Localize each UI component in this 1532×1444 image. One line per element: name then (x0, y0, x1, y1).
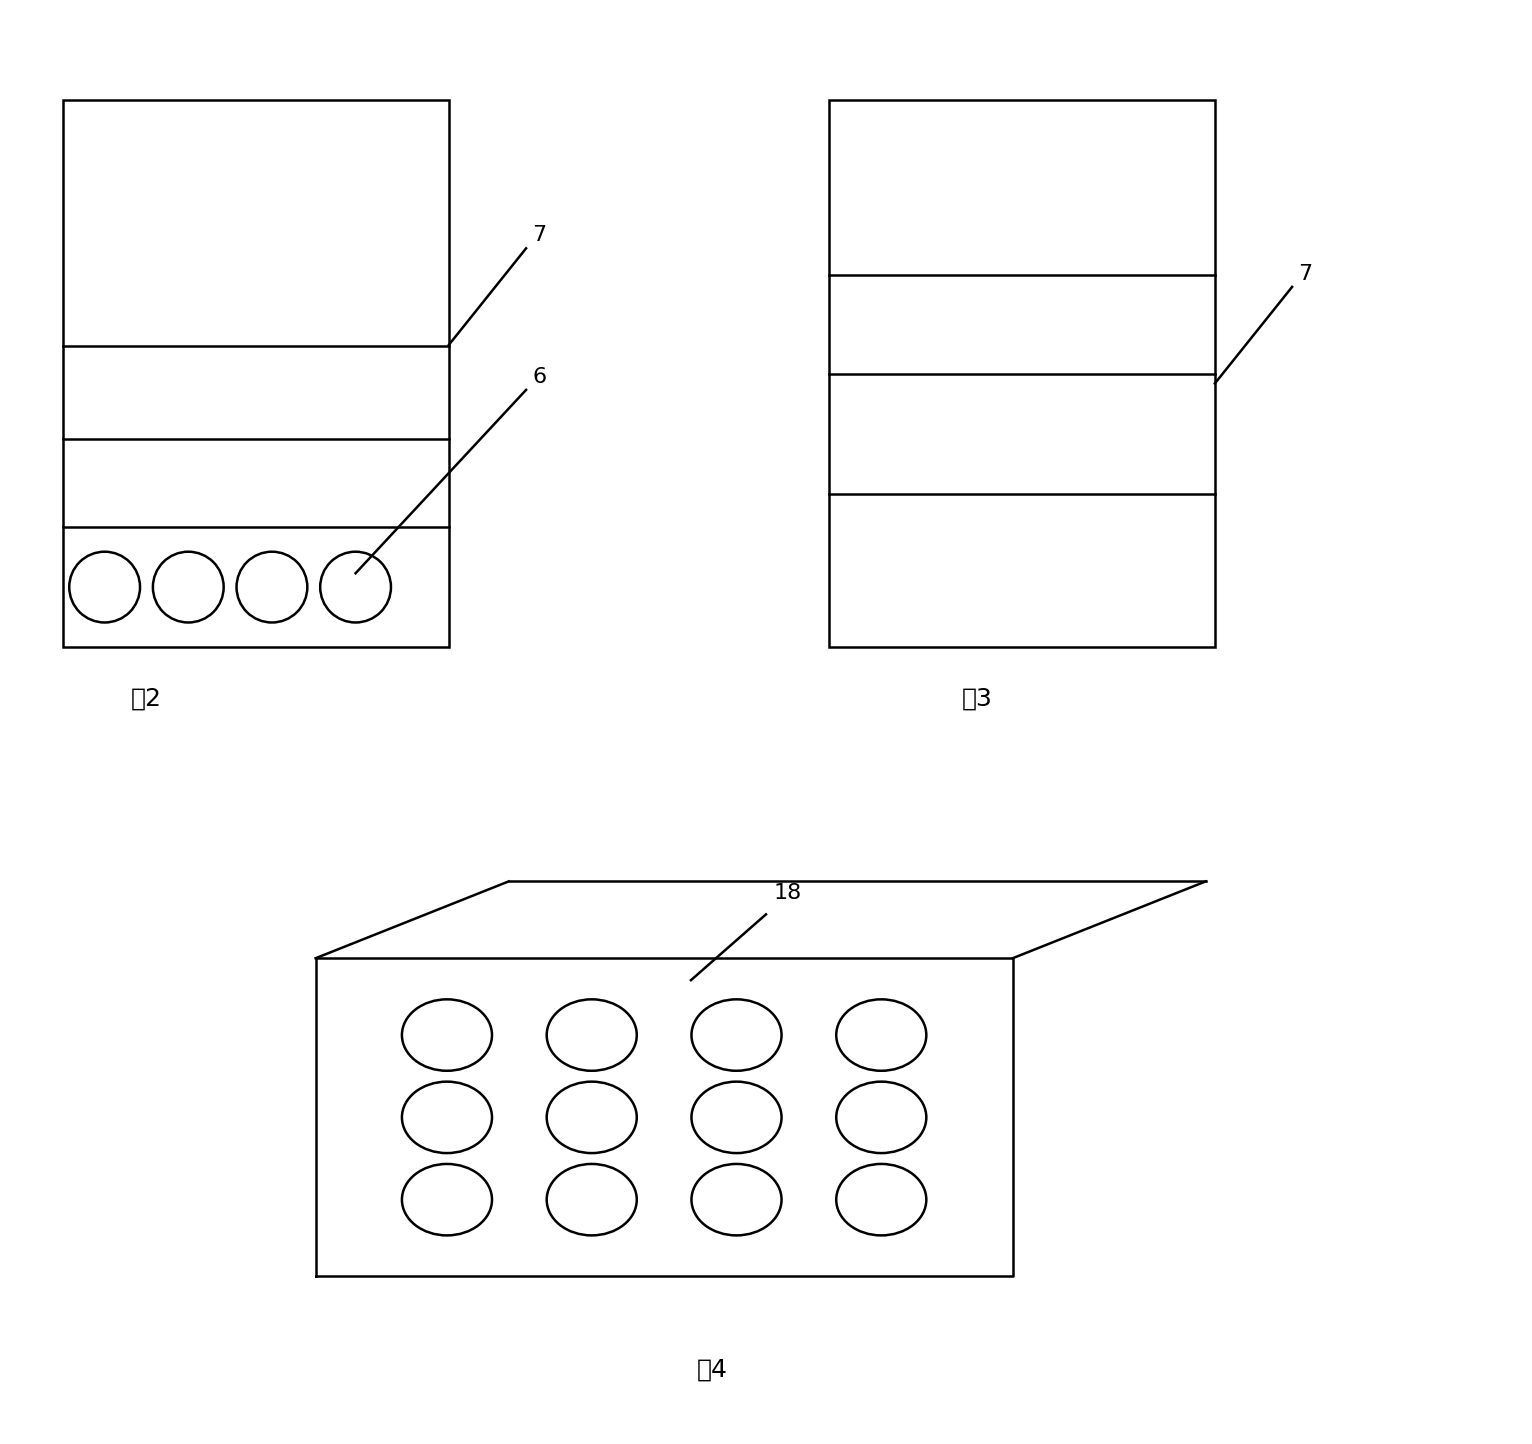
Bar (829, 100, 1215, 647)
Bar (63, 100, 449, 647)
Text: 图3: 图3 (962, 687, 993, 710)
Text: 图4: 图4 (697, 1357, 728, 1382)
Text: 图2: 图2 (130, 687, 162, 710)
Text: 18: 18 (774, 884, 801, 904)
Text: 7: 7 (533, 225, 547, 245)
Text: 7: 7 (1299, 264, 1313, 284)
Text: 6: 6 (533, 367, 547, 387)
